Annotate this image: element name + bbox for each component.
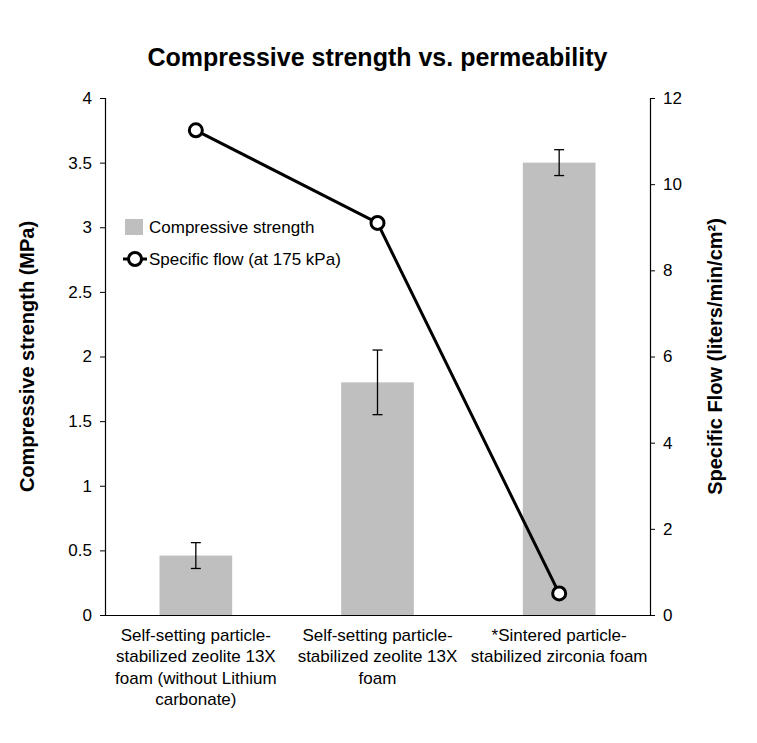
legend-item: Specific flow (at 175 kPa) <box>123 250 341 269</box>
marker <box>189 124 202 137</box>
tick-label: 0 <box>83 606 92 625</box>
tick-mark <box>650 357 655 358</box>
tick: Self-setting particle-stabilized zeolite… <box>115 615 277 709</box>
legend-item: Compressive strength <box>125 218 314 237</box>
tick-label: Self-setting particle-stabilized zeolite… <box>298 626 458 688</box>
marker <box>371 216 384 229</box>
error-bar-cap <box>191 542 201 543</box>
tick-label: 10 <box>663 175 682 194</box>
tick-label: 6 <box>663 347 672 366</box>
y2-axis-title: Specific Flow (liters/min/cm²) <box>704 218 726 495</box>
axis-line <box>100 99 106 616</box>
line <box>196 130 559 593</box>
tick-mark <box>100 227 105 228</box>
tick-label: Self-setting particle-stabilized zeolite… <box>115 626 277 709</box>
tick: *Sintered particle-stabilized zirconia f… <box>471 615 648 666</box>
bar <box>341 382 414 615</box>
error-bar-stem <box>195 543 196 569</box>
tick-label: 1 <box>83 477 92 496</box>
tick-label: 3 <box>83 218 92 237</box>
y-axis: 0 0.5 1 1.5 2 2.5 3 3.5 4 <box>68 89 105 625</box>
tick-label: 2.5 <box>68 283 92 302</box>
tick: 2.5 <box>68 283 105 302</box>
legend-swatch <box>125 219 143 235</box>
tick-label: 8 <box>663 261 672 280</box>
legend: Compressive strength Specific flow (at 17… <box>123 218 341 269</box>
tick-mark <box>100 550 105 551</box>
tick: 10 <box>650 175 682 194</box>
axis-line <box>651 99 656 616</box>
tick-mark <box>100 357 105 358</box>
tick-label: 12 <box>663 89 682 108</box>
tick: 12 <box>650 89 682 108</box>
error-bar-cap <box>191 568 201 569</box>
tick-mark <box>650 184 655 185</box>
error-bar <box>191 543 201 569</box>
tick: 8 <box>650 261 672 280</box>
tick-mark <box>100 486 105 487</box>
marker <box>553 587 566 600</box>
tick-label: 0.5 <box>68 541 92 560</box>
tick: 2 <box>650 520 672 539</box>
error-bar-stem <box>377 350 378 415</box>
error-bar-cap <box>554 175 564 176</box>
tick: 0 <box>650 606 672 625</box>
tick: 3.5 <box>68 154 105 173</box>
y-axis-title: Compressive strength (MPa) <box>16 221 38 492</box>
tick: 0.5 <box>68 541 105 560</box>
tick-label: *Sintered particle-stabilized zirconia f… <box>471 626 648 666</box>
tick-mark <box>100 98 105 99</box>
error-bar-stem <box>559 150 560 176</box>
tick: 4 <box>83 89 105 108</box>
y2-axis: 0 2 4 6 8 10 12 <box>650 89 682 625</box>
tick-mark <box>650 443 655 444</box>
tick-label: 3.5 <box>68 154 92 173</box>
plot-area <box>160 124 596 615</box>
tick-mark <box>100 163 105 164</box>
tick: Self-setting particle-stabilized zeolite… <box>298 615 458 688</box>
error-bar <box>554 150 564 176</box>
tick: 6 <box>650 347 672 366</box>
tick-mark <box>100 421 105 422</box>
error-bars <box>191 150 564 569</box>
tick-label: 4 <box>663 434 672 453</box>
chart: Compressive strength vs. permeability 0 0.… <box>0 0 757 743</box>
tick-mark <box>100 292 105 293</box>
error-bar <box>373 350 383 415</box>
title: Compressive strength vs. permeability <box>148 43 608 71</box>
axis-line <box>106 615 651 616</box>
tick-mark <box>650 529 655 530</box>
tick-mark <box>650 615 655 616</box>
tick-label: 4 <box>83 89 92 108</box>
x-axis: Self-setting particle-stabilized zeolite… <box>106 615 651 709</box>
tick-mark <box>650 98 655 99</box>
tick: 0 <box>83 606 105 625</box>
bar <box>523 163 596 615</box>
tick: 3 <box>83 218 105 237</box>
tick-label: 2 <box>663 520 672 539</box>
tick: 4 <box>650 434 672 453</box>
tick: 1.5 <box>68 412 105 431</box>
tick-mark <box>650 270 655 271</box>
tick: 2 <box>83 347 105 366</box>
legend-label: Specific flow (at 175 kPa) <box>149 250 341 269</box>
tick-label: 0 <box>663 606 672 625</box>
error-bar-cap <box>554 149 564 150</box>
tick-label: 1.5 <box>68 412 92 431</box>
error-bar-cap <box>373 349 383 350</box>
tick-mark <box>100 615 105 616</box>
legend-label: Compressive strength <box>149 218 314 237</box>
tick: 1 <box>83 477 105 496</box>
legend-marker <box>129 253 142 266</box>
error-bar-cap <box>373 414 383 415</box>
tick-label: 2 <box>83 347 92 366</box>
markers <box>189 124 565 600</box>
